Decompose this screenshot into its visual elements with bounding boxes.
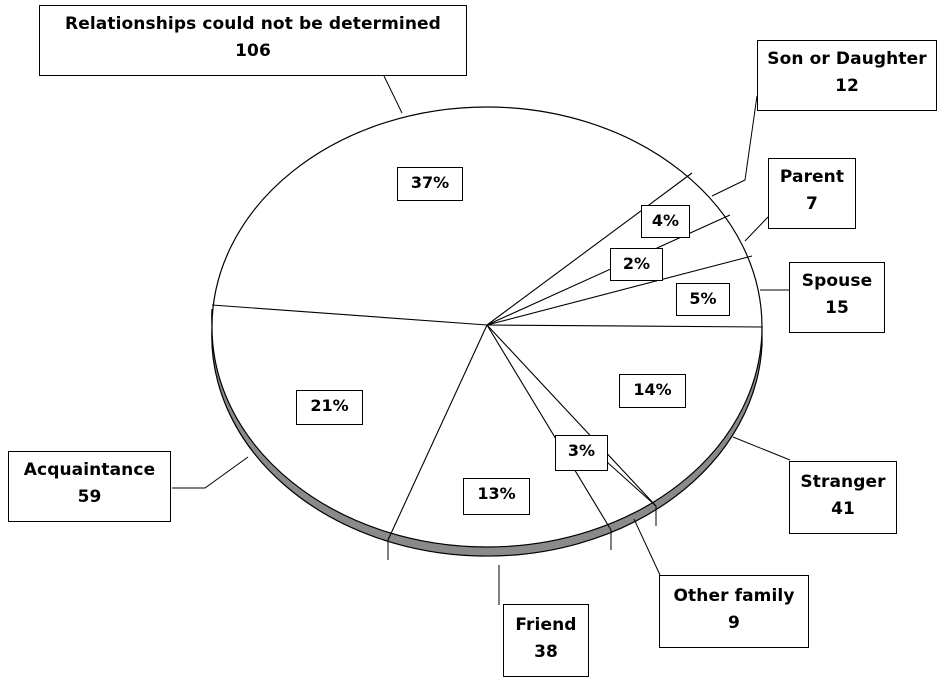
callout-label: Other family (673, 586, 795, 606)
leader-pct-other (606, 461, 657, 507)
callout-label: Stranger (800, 472, 886, 492)
callout-friend: Friend 38 (503, 604, 589, 677)
boundary-stranger-other (486, 324, 657, 507)
callout-other-family: Other family 9 (659, 575, 809, 648)
boundary-friend-acq (387, 324, 488, 541)
callout-value: 15 (825, 298, 849, 318)
slice-boundaries (211, 172, 763, 541)
pct-label-determined: 37% (397, 167, 463, 201)
callout-value: 38 (534, 642, 558, 662)
callout-label: Friend (515, 615, 577, 635)
callout-value: 12 (835, 76, 859, 96)
callout-acquaintance: Acquaintance 59 (8, 451, 171, 522)
leader-lines (172, 75, 791, 605)
boundary-other-friend (486, 324, 612, 531)
pct-label-friend: 13% (463, 478, 530, 515)
callout-relationships-undetermined: Relationships could not be determined 10… (39, 5, 467, 76)
boundary-spouse-stranger (486, 324, 763, 328)
pct-label-stranger: 14% (619, 374, 686, 408)
callout-value: 7 (806, 194, 818, 214)
callout-label: Relationships could not be determined (65, 14, 441, 34)
leader-stranger (732, 436, 791, 461)
leader-son (711, 95, 758, 197)
callout-label: Son or Daughter (767, 49, 927, 69)
leader-acq (172, 456, 249, 489)
boundary-determined-son (486, 172, 693, 326)
callout-label: Acquaintance (23, 460, 156, 480)
pct-label-spouse: 5% (676, 283, 730, 316)
callout-value: 59 (77, 487, 102, 507)
callout-stranger: Stranger 41 (789, 461, 897, 534)
callout-label: Parent (779, 167, 845, 187)
pct-label-acquaintance: 21% (296, 390, 363, 425)
boundary-parent-spouse (486, 255, 753, 326)
pct-label-son: 4% (641, 205, 690, 238)
pct-label-other: 3% (555, 435, 608, 471)
callout-son-or-daughter: Son or Daughter 12 (757, 40, 937, 111)
pct-label-parent: 2% (610, 248, 663, 281)
callout-value: 41 (831, 499, 855, 519)
callout-spouse: Spouse 15 (789, 262, 885, 333)
leader-determined (383, 75, 403, 114)
leader-parent (744, 216, 769, 242)
callout-label: Spouse (801, 271, 873, 291)
callout-parent: Parent 7 (768, 158, 856, 229)
callout-value: 106 (235, 41, 271, 61)
leader-other (633, 518, 661, 576)
boundary-acq-determined (211, 304, 488, 326)
callout-value: 9 (728, 613, 740, 633)
